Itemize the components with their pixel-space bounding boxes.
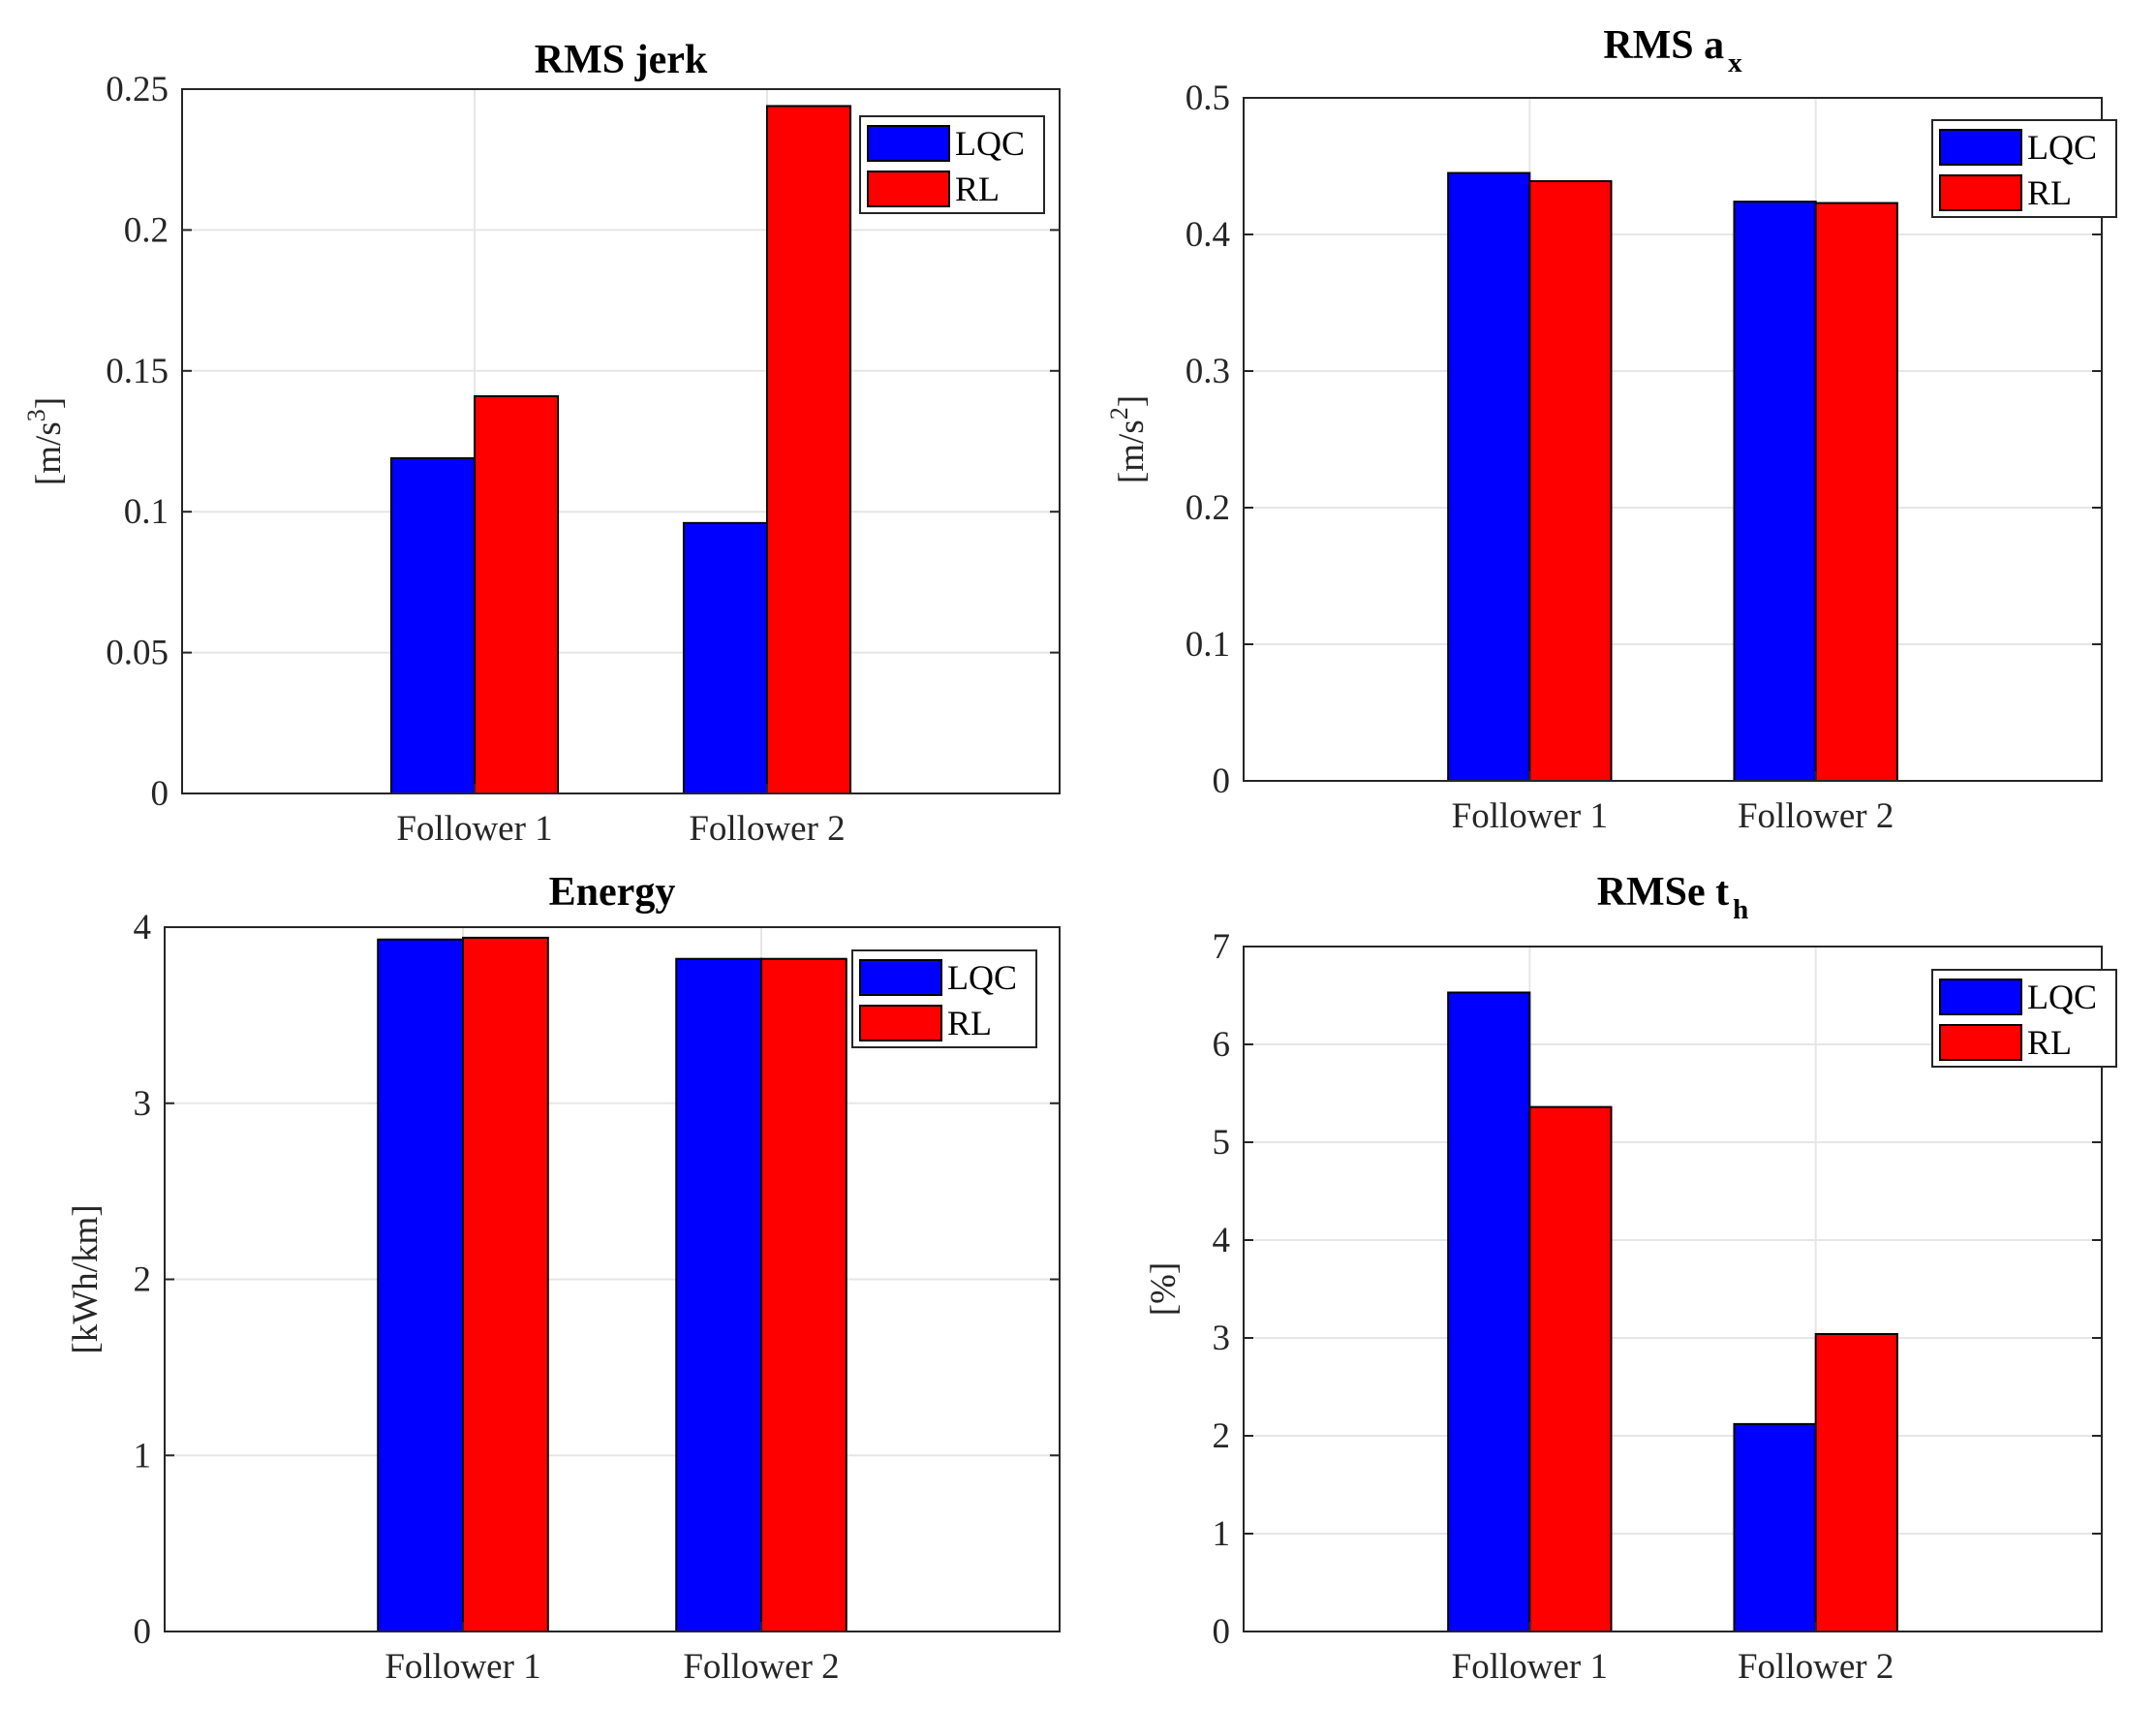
x-tick-label: Follower 2 [1738,796,1894,836]
x-tick-label: Follower 2 [683,1647,839,1687]
y-tick-label: 5 [1213,1123,1231,1163]
legend-label-lqc: LQC [2027,128,2097,167]
y-axis-label-text: [m/s [1112,419,1152,483]
y-tick-label: 4 [1213,1221,1231,1260]
y-tick-label: 0.2 [124,210,169,250]
y-tick-label: 2 [134,1260,152,1300]
chart-title-main: RMSe t [1597,870,1729,915]
y-tick-label: 6 [1213,1025,1231,1065]
y-tick-label: 7 [1213,927,1231,967]
legend-label-lqc: LQC [947,958,1017,997]
y-tick-label: 1 [1213,1514,1231,1554]
bar-lqc-2 [1733,201,1817,783]
y-tick-label: 2 [1213,1416,1231,1456]
y-axis-label: [m/s3] [22,397,69,485]
legend-label-rl: RL [2027,1023,2072,1062]
bar-rl-1 [474,394,560,794]
y-tick-label: 0.1 [124,492,169,532]
legend-label-lqc: LQC [955,124,1025,163]
bar-rl-1 [1528,180,1613,782]
legend-swatch-lqc [867,125,950,162]
y-axis-label: [m/s2] [1105,395,1152,483]
legend: LQC RL [1931,119,2117,218]
legend-label-rl: RL [2027,173,2072,212]
chart-title: RMS jerk [535,38,708,82]
legend-swatch-rl [867,171,950,207]
x-tick-label: Follower 2 [1738,1647,1894,1687]
y-tick-label: 0.25 [106,70,169,109]
y-tick-label: 0 [134,1612,152,1652]
chart-title-subscript: x [1728,47,1742,78]
legend-swatch-rl [859,1005,942,1041]
x-tick-label: Follower 1 [1452,796,1608,836]
y-tick-label: 0.1 [1186,625,1230,665]
y-tick-label: 4 [134,908,152,948]
chart-title-main: Energy [549,870,676,915]
y-axis-label: [%] [1144,1262,1184,1316]
chart-panel-1: 0 0.05 0.1 0.15 0.2 0.25 Follower 1 Follower 2 R… [22,38,1061,849]
x-tick-label: Follower 1 [1452,1647,1608,1687]
legend-swatch-lqc [859,959,942,996]
bar-rl-1 [1528,1105,1613,1632]
y-tick-label: 1 [134,1436,152,1476]
chart-title: Energy [549,870,676,915]
legend-label-lqc: LQC [2027,978,2097,1016]
y-axis-label-superscript: 3 [22,409,50,421]
bar-rl-2 [1814,1332,1898,1632]
bar-lqc-1 [1447,171,1531,783]
legend-swatch-lqc [1939,979,2022,1015]
y-axis-label-superscript: 2 [1105,407,1133,419]
bar-rl-2 [760,957,847,1632]
y-axis-label-close: ] [1112,395,1152,407]
y-axis-label-text: [kWh/km] [66,1204,106,1353]
x-tick-label: Follower 1 [396,809,552,849]
chart-title-subscript: h [1733,894,1748,925]
y-tick-label: 3 [134,1084,152,1124]
y-tick-label: 3 [1213,1319,1231,1358]
bar-lqc-2 [1733,1422,1817,1632]
chart-panel-4: 0 1 2 3 4 5 6 7 Follower 1 Follower 2 RMSe t h [%] LQ… [1144,870,2117,1687]
y-tick-label: 0.5 [1186,78,1230,118]
y-axis-label-text: [m/s [29,421,69,485]
x-tick-label: Follower 1 [385,1647,540,1687]
bar-lqc-2 [682,521,768,794]
y-axis-label-close: ] [29,397,69,409]
y-tick-label: 0 [151,774,169,814]
chart-panel-3: 0 1 2 3 4 Follower 1 Follower 2 Energy [kWh/km] L… [66,870,1061,1687]
legend-swatch-lqc [1939,129,2022,166]
y-tick-label: 0 [1213,1612,1231,1652]
bar-lqc-1 [1447,991,1531,1632]
chart-title-main: RMS jerk [535,38,708,82]
bar-rl-1 [462,936,549,1632]
bar-lqc-1 [377,938,464,1632]
x-tick-label: Follower 2 [689,809,845,849]
legend: LQC RL [1931,969,2117,1068]
y-tick-label: 0.05 [106,634,169,673]
legend-label-rl: RL [955,170,1000,208]
bar-rl-2 [766,105,852,794]
chart-title-main: RMS a [1603,23,1724,68]
axes-box [1243,97,2103,782]
y-axis-label-text: [%] [1144,1262,1184,1316]
legend-label-rl: RL [947,1004,992,1042]
bar-rl-2 [1814,202,1898,782]
y-tick-label: 0.15 [106,352,169,391]
y-tick-label: 0.2 [1186,488,1230,528]
legend-swatch-rl [1939,174,2022,211]
bar-lqc-2 [675,957,762,1632]
legend: LQC RL [859,115,1045,214]
y-tick-label: 0.3 [1186,352,1230,391]
legend-swatch-rl [1939,1024,2022,1061]
legend: LQC RL [851,949,1037,1048]
y-tick-label: 0.4 [1186,215,1230,255]
bar-lqc-1 [389,456,476,794]
axes-box [181,88,1061,794]
chart-panel-2: 0 0.1 0.2 0.3 0.4 0.5 Follower 1 Follower 2 RMS … [1105,23,2117,836]
axes-box [1243,946,2103,1632]
y-tick-label: 0 [1213,761,1231,801]
y-axis-label: [kWh/km] [66,1204,106,1353]
